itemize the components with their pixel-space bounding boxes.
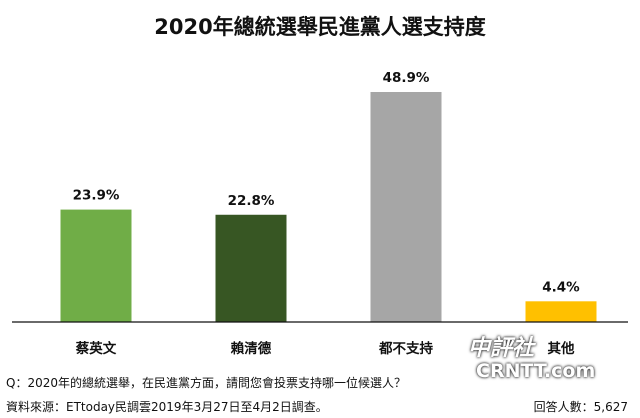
chart-title: 2020年總統選舉民進黨人選支持度 <box>154 15 485 39</box>
bar-1 <box>60 209 132 322</box>
survey-question: Q：2020年的總統選舉，在民進黨方面，請問您會投票支持哪一位候選人？ <box>6 376 406 390</box>
bar-value-label-2: 22.8% <box>228 193 275 209</box>
watermark-logo-latin: CRNTT.com <box>476 360 596 382</box>
respondent-count: 回答人數：5,627 <box>533 400 628 414</box>
category-label-3: 都不支持 <box>378 340 433 357</box>
category-label-2: 賴清德 <box>231 340 272 357</box>
bar-chart: 2020年總統選舉民進黨人選支持度 23.9% 蔡英文 22.8% 賴清德 48.9% 都… <box>12 15 628 357</box>
bar-4 <box>525 301 597 322</box>
watermark-logo-chinese: 中評社 <box>468 336 535 361</box>
category-label-4: 其他 <box>548 340 576 357</box>
bars-group: 23.9% 蔡英文 22.8% 賴清德 48.9% 都不支持 4.4% 其他 <box>60 70 597 357</box>
bar-3 <box>370 92 442 322</box>
bar-value-label-4: 4.4% <box>542 279 580 295</box>
bar-value-label-3: 48.9% <box>383 70 430 86</box>
bar-value-label-1: 23.9% <box>73 188 120 204</box>
data-source: 資料來源：ETtoday民調雲2019年3月27日至4月2日調查。 <box>6 400 328 414</box>
bar-2 <box>215 214 287 322</box>
category-label-1: 蔡英文 <box>75 340 117 357</box>
